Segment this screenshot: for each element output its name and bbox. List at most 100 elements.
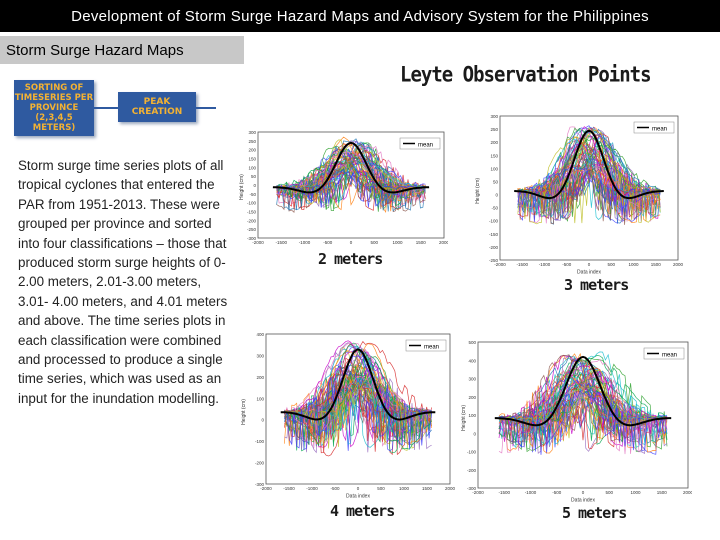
x-tick-label: -1000 [525,490,537,495]
mean-line [272,141,430,194]
y-tick-label: -200 [489,245,499,250]
x-tick-label: 1500 [422,486,433,491]
x-tick-label: -2000 [260,486,272,491]
series-line [284,357,432,450]
y-tick-label: -250 [247,227,257,232]
x-tick-label: 2000 [445,486,456,491]
x-tick-label: 2000 [439,240,448,245]
legend-label: mean [662,353,677,359]
slide-title: Development of Storm Surge Hazard Maps a… [0,0,720,32]
y-tick-label: 100 [490,166,498,171]
series-line [276,143,426,202]
y-tick-label: 0 [495,193,498,198]
mean-line [514,129,664,200]
y-tick-label: -200 [255,461,265,466]
x-tick-label: -2000 [494,262,506,267]
x-tick-label: -1500 [516,262,528,267]
x-tick-label: 2000 [683,490,692,495]
x-tick-label: 1500 [657,490,668,495]
y-tick-label: 300 [256,353,264,358]
y-tick-label: -200 [247,218,257,223]
y-tick-label: -150 [247,210,257,215]
y-tick-label: 200 [490,140,498,145]
x-tick-label: -500 [323,240,333,245]
x-tick-label: 1000 [399,486,410,491]
mean-line [494,355,672,427]
legend-box [399,137,441,150]
y-tick-label: -200 [467,468,477,473]
x-tick-label: 500 [605,490,613,495]
flow-connector [94,107,118,109]
x-tick-label: 0 [357,486,360,491]
plot-caption-3m: 3 meters [564,276,629,294]
x-tick-label: -500 [552,490,562,495]
series-line [498,390,668,452]
y-tick-label: 100 [256,396,264,401]
y-tick-label: 0 [261,418,264,423]
x-tick-label: 0 [582,490,585,495]
x-tick-label: 0 [588,262,591,267]
x-tick-label: -1000 [539,262,551,267]
series-line [284,343,432,414]
x-tick-label: 0 [350,240,353,245]
x-tick-label: 1000 [392,240,403,245]
y-tick-label: 200 [256,375,264,380]
series-line [276,160,426,189]
y-tick-label: -150 [489,232,499,237]
series-line [276,171,426,208]
y-tick-label: 500 [468,340,476,345]
y-tick-label: 150 [490,153,498,158]
x-tick-label: -2000 [472,490,484,495]
description-text: Storm surge time series plots of all tro… [18,158,228,406]
plot-3-meters: mean -2000 -1500 -1000 -500 0 500 1000 1500 2000 3… [474,112,684,274]
series-line [498,354,668,442]
x-axis-label: Data index [577,270,601,275]
y-tick-label: 300 [248,130,256,135]
series-line [517,164,661,211]
series-line [517,130,661,200]
x-tick-label: -1500 [275,240,287,245]
flow-step-sorting: SORTING OF TIMESERIES PER PROVINCE (2,3,… [14,80,94,136]
series-line [517,147,661,225]
plot-caption-4m: 4 meters [330,502,395,520]
y-tick-label: -300 [247,236,257,241]
y-tick-label: 300 [468,377,476,382]
y-tick-label: 200 [468,395,476,400]
x-tick-label: 1500 [651,262,662,267]
y-axis-label: Height (cm) [461,405,467,431]
series-line [498,357,668,449]
series-line [284,343,432,415]
x-tick-label: -1500 [283,486,295,491]
y-tick-label: 150 [248,157,256,162]
y-tick-label: -50 [249,192,256,197]
series-line [517,166,661,210]
x-tick-label: -500 [330,486,340,491]
legend-box [633,121,675,134]
series-line [276,168,426,212]
series-line [284,354,432,451]
mean-line [280,348,436,421]
y-tick-label: 100 [468,413,476,418]
x-tick-label: 2000 [673,262,684,267]
x-tick-label: 1500 [416,240,427,245]
plot-svg: mean-2000 -1500 -1000 -500 0 500 1000 1500 20005… [461,340,692,503]
y-tick-label: 250 [490,127,498,132]
y-tick-label: 400 [468,358,476,363]
y-tick-label: -250 [489,258,499,263]
legend-label: mean [418,143,433,149]
series-line [276,158,426,191]
x-tick-label: -1000 [299,240,311,245]
plot-svg: mean-2000 -1500 -1000 -500 0 500 1000 1500 20003… [239,130,448,245]
y-tick-label: -300 [467,486,477,491]
figure-title: Leyte Observation Points [400,62,652,88]
y-tick-label: 300 [490,114,498,119]
y-tick-label: -100 [247,201,257,206]
y-tick-label: 400 [256,332,264,337]
x-tick-label: 500 [370,240,378,245]
plot-caption-5m: 5 meters [562,504,627,522]
series-line [498,389,668,455]
x-axis-label: Data index [571,498,595,503]
x-tick-label: 500 [377,486,385,491]
y-axis-label: Height (cm) [239,174,245,200]
flow-step-peak-creation: PEAK CREATION [118,92,196,122]
